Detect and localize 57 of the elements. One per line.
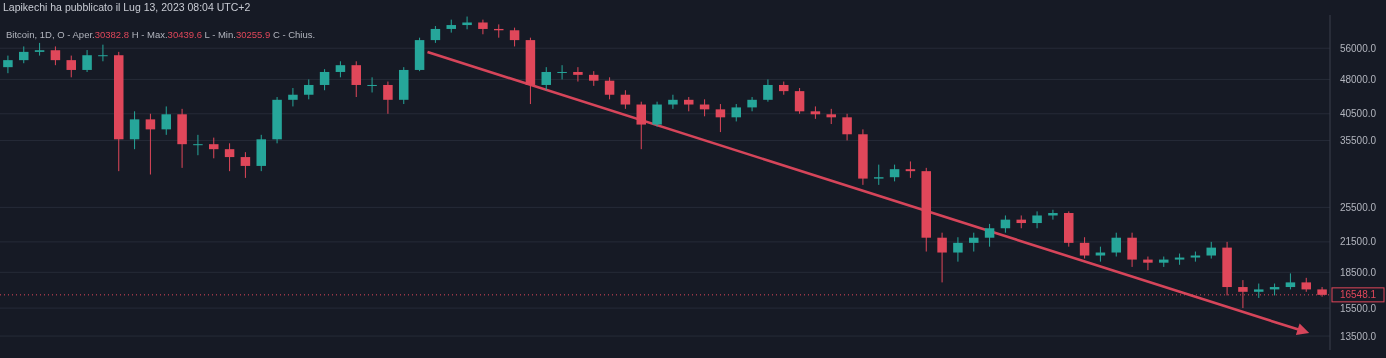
candlestick	[794, 87, 805, 115]
candlestick	[145, 113, 156, 175]
candlestick	[66, 55, 76, 78]
candlestick	[652, 101, 662, 128]
candlestick	[1143, 256, 1153, 271]
candlestick	[620, 89, 631, 110]
candlestick	[161, 105, 171, 136]
candlestick	[383, 81, 393, 115]
candlestick	[462, 16, 472, 30]
candlestick	[953, 236, 963, 263]
candlestick	[937, 232, 947, 283]
candlestick	[747, 96, 757, 112]
candlestick	[304, 78, 314, 100]
candlestick	[129, 110, 140, 150]
candlestick	[905, 160, 916, 179]
text: Bitcoin, 1D, O - Aper.30382.8 H - Max.30439.6 L - Min.30255.9 C - Chius.	[6, 29, 316, 40]
candlestick	[969, 232, 979, 253]
candlestick	[367, 76, 377, 93]
candlestick	[50, 45, 61, 66]
y-tick-label: 13500.0	[1339, 330, 1377, 342]
candlestick	[573, 66, 583, 83]
y-tick-label: 56000.0	[1339, 42, 1377, 54]
candlestick	[351, 60, 361, 98]
candlestick	[98, 44, 108, 62]
candlestick	[209, 137, 219, 159]
candlestick	[478, 19, 488, 35]
candlestick	[3, 55, 13, 74]
candlestick	[874, 164, 884, 186]
y-tick-label: 18500.0	[1339, 266, 1377, 278]
candlestick	[541, 66, 551, 91]
candlestick	[288, 87, 298, 107]
candlestick	[82, 49, 92, 73]
candlestick	[842, 113, 852, 141]
ref-line-label: 16548.1	[1339, 289, 1377, 301]
chart-title: Lapikechi ha pubblicato il Lug 13, 2023 08:04 UTC+2	[3, 1, 251, 13]
candlestick	[715, 103, 726, 133]
candlestick	[1079, 236, 1090, 260]
candlestick	[1111, 232, 1121, 258]
y-tick-label: 21500.0	[1339, 236, 1377, 248]
candlestick	[193, 134, 203, 156]
y-tick-label: 15500.0	[1339, 302, 1377, 314]
y-tick-label: 25500.0	[1339, 201, 1377, 213]
candlestick	[604, 76, 615, 100]
candlestick	[763, 78, 773, 103]
candlestick	[319, 68, 330, 91]
candlestick	[984, 223, 995, 248]
candlestick	[240, 151, 251, 179]
candlestick	[1032, 210, 1042, 229]
y-tick-label: 35500.0	[1339, 134, 1377, 146]
candlestick	[557, 64, 567, 80]
y-tick-label: 48000.0	[1339, 73, 1377, 85]
candlestick	[636, 101, 646, 150]
candlestick	[668, 94, 678, 110]
y-tick-label: 40500.0	[1339, 108, 1377, 120]
candlestick	[1127, 232, 1137, 268]
candlestick	[509, 27, 520, 47]
candlestick	[224, 142, 235, 172]
